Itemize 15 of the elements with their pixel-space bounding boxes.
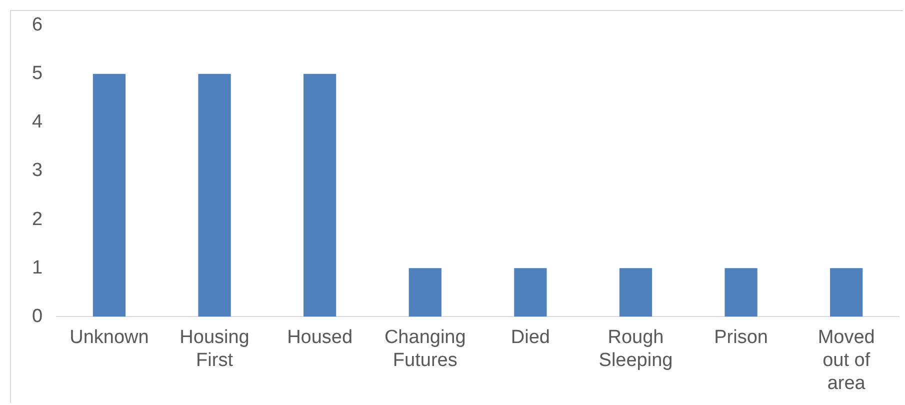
y-tick-label: 1 (32, 257, 43, 278)
y-tick-label: 0 (32, 306, 43, 327)
x-tick-label: Rough Sleeping (598, 327, 673, 372)
y-tick-label: 3 (32, 160, 43, 182)
x-tick-label: Died (510, 327, 550, 348)
x-tick-label: Prison (714, 327, 768, 348)
x-tick-label: Unknown (70, 327, 149, 348)
y-tick-label: 6 (32, 14, 43, 36)
y-tick-label: 5 (32, 63, 43, 84)
x-tick-label: Housing First (180, 327, 250, 372)
x-tick-label: Housed (287, 327, 353, 348)
y-tick-label: 4 (32, 112, 43, 133)
y-tick-label: 2 (32, 208, 43, 230)
x-tick-label: Changing Futures (384, 327, 466, 372)
x-tick-label: Moved out of area (818, 327, 875, 394)
